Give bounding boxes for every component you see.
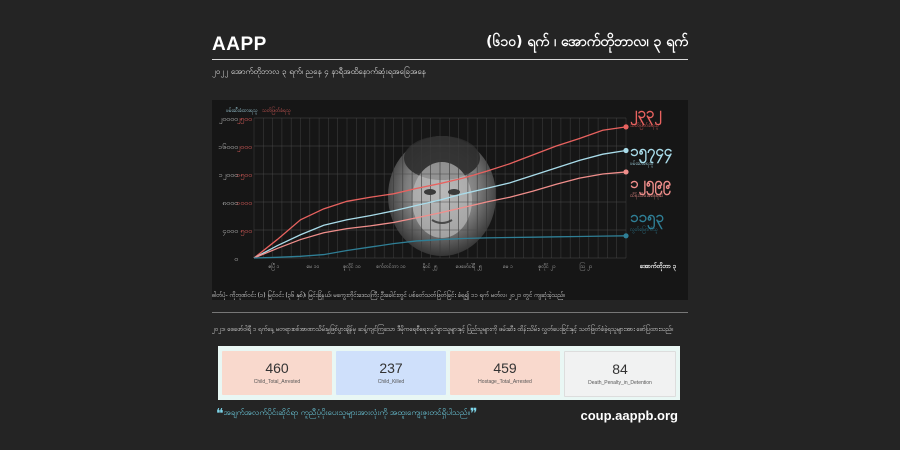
stat-label: Hostage_Total_Arrested	[478, 379, 532, 385]
header-divider	[212, 59, 688, 60]
stat-label: Child_Total_Arrested	[253, 379, 301, 385]
x-axis-end-label: အောက်တိုဘာ ၃	[640, 262, 676, 272]
x-tick-label: ဇူလိုင် ၂၁	[538, 264, 555, 270]
caption-line-1: ဓါတ်ပုံ- ကိုဘုဏ်ဝင်း (၁) မြင်ဝင်း (၃၆ နှ…	[212, 292, 566, 299]
stat-card-child-arrested: 460 Child_Total_Arrested	[222, 351, 332, 395]
series-line	[253, 126, 627, 259]
chart-area: ၀၄၀၀၀ ၅၀၀ ၈၀၀၀ ၁၀၀၀ ၁၂၀၀၀ ၁၅၀၀ ၁၆၀၀၀ ၂၀၀၀ ၂၀၀၀၀၂…	[212, 100, 688, 300]
series-final-value: ၁၂၅၉၉	[630, 174, 672, 196]
y-tick-label: ၄၀၀၀	[222, 227, 238, 236]
series-line	[253, 149, 627, 259]
chart-divider	[212, 312, 688, 313]
x-tick-label: ဩ ၂၁	[580, 263, 593, 270]
chart-series	[253, 124, 629, 259]
x-tick-label: မေ ၁	[503, 264, 513, 270]
stat-value: 84	[612, 361, 628, 377]
headline-day-count: (၆၁၀) ရက် ၊ အောက်တိုဘာလ၊ ၃ ရက်	[486, 34, 688, 50]
stat-card-death-penalty: 84 Death_Penalty_in_Detention	[564, 351, 676, 397]
series-final-value: ၂၃၃၂	[630, 104, 662, 126]
x-tick-label: နိုဝင် ၂၅	[422, 264, 438, 270]
brand-logo: AAPP	[212, 34, 267, 55]
y-tick-label-right: ၁၀၀၀	[236, 199, 252, 207]
series-name-label: သတ်ဖြတ်ခံရသူ	[629, 122, 659, 129]
x-tick-label: ဖေဖော်ဝါရီ ၂၅	[456, 264, 483, 270]
series-end-point	[623, 147, 629, 154]
y-tick-label: ၁၆၀၀၀	[218, 143, 238, 151]
stat-value: 459	[493, 360, 517, 376]
close-quote-icon: ❞	[469, 406, 478, 422]
series-name-label: ဖမ်းဆီးခံရသူ	[630, 161, 654, 167]
y-tick-label-right: ၅၀၀	[240, 227, 252, 236]
y-tick-label-right: ၁၅၀၀	[236, 171, 252, 180]
series-line	[253, 171, 627, 259]
stats-panel: 460 Child_Total_Arrested 237 Child_Kille…	[218, 346, 680, 400]
y-axis-title: ဖမ်းဆီးခံထားရသူ	[226, 108, 258, 114]
y-tick-label: ၂၀၀၀၀	[218, 115, 238, 124]
y-tick-label: ၁၂၀၀၀	[219, 171, 238, 180]
y-tick-label-right: ၂၅၀၀	[236, 115, 252, 124]
y-tick-label: ၈၀၀၀	[222, 199, 238, 207]
open-quote-icon: ❝	[216, 406, 224, 422]
series-name-label: လွတ်မြောက်သူ	[630, 226, 658, 233]
x-tick-label: ဧပြီ ၁	[269, 263, 280, 270]
infographic: AAPP (၆၁၀) ရက် ၊ အောက်တိုဘာလ၊ ၃ ရက် ၂၀၂၂…	[212, 28, 688, 438]
x-tick-label: စက်တင်ဘာ ၁၀	[376, 264, 407, 270]
series-final-value: ၁၁၅၃	[630, 208, 664, 230]
subtitle: ၂၀၂၂ အောက်တိုဘာလ ၃ ရက်၊ ညနေ ၄ နာရီအထိနော…	[212, 67, 426, 76]
website-link[interactable]: coup.aappb.org	[580, 408, 679, 423]
stat-card-hostage-arrested: 459 Hostage_Total_Arrested	[450, 351, 560, 395]
y-tick-label: ၀	[234, 255, 238, 263]
caption-line-2: ၂၀၂၁၊ ဖေဖော်ဝါရီ ၁ ရက်နေ့ မတရားစစ်အာဏာသိ…	[212, 326, 674, 333]
stat-card-child-killed: 237 Child_Killed	[336, 351, 446, 395]
series-end-point	[623, 124, 629, 130]
y-axis-title: သတ်ဖြတ်ခံရသူ	[261, 107, 291, 114]
stat-label: Death_Penalty_in_Detention	[588, 380, 652, 386]
thanks-quote: ❝အချက်အလက်ပိုင်းဆိုင်ရာ ကူညီပံ့ပိုးပေးသူ…	[216, 406, 477, 422]
series-end-point	[623, 169, 629, 175]
series-name-label: ထိန်းသိမ်းခံနေရဆဲ	[630, 193, 664, 199]
y-tick-label-right: ၂၀၀၀	[236, 143, 252, 152]
series-end-point	[623, 233, 629, 239]
stat-value: 460	[265, 360, 289, 376]
series-line	[253, 235, 627, 259]
stat-value: 237	[379, 360, 403, 376]
series-final-value: ၁၅၇၄၄	[630, 142, 673, 164]
x-tick-label: မေ ၁၀	[307, 264, 321, 270]
thanks-text: အချက်အလက်ပိုင်းဆိုင်ရာ ကူညီပံ့ပိုးပေးသူမ…	[223, 408, 470, 417]
x-tick-label: ဇူလိုင် ၁၀	[343, 264, 362, 270]
stat-label: Child_Killed	[377, 379, 405, 385]
